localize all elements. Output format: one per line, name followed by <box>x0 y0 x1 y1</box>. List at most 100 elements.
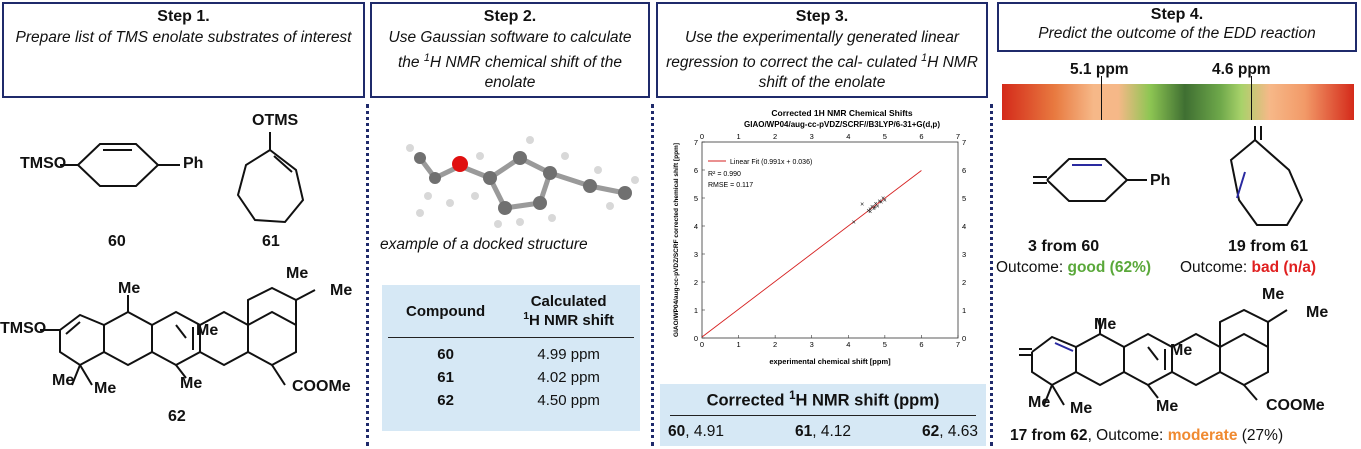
y-tick-left: 2 <box>694 278 698 287</box>
me-label-17-e: Me <box>1028 394 1051 411</box>
coome-label-62: COOMe <box>292 378 351 395</box>
me-label-62-a: Me <box>286 265 309 282</box>
compound-number-61: 61 <box>262 233 280 250</box>
x-tick-top: 1 <box>736 132 740 141</box>
data-point: × <box>868 207 872 214</box>
data-point: × <box>881 196 885 203</box>
step3-box: Step 3. Use the experimentally generated… <box>656 2 988 98</box>
table-row: 62 4.50 ppm <box>437 392 600 409</box>
x-tick-bottom: 1 <box>736 340 740 349</box>
outcome-bad: bad (n/a) <box>1251 259 1317 276</box>
me-label-62-c: Me <box>118 280 141 297</box>
me-label-17-g: Me <box>1156 398 1179 415</box>
table-row: 61 4.02 ppm <box>437 369 600 386</box>
marker-label-5-1: 5.1 ppm <box>1070 61 1129 78</box>
me-label-17-a: Me <box>1262 286 1285 303</box>
x-axis-label: experimental chemical shift [ppm] <box>769 357 891 366</box>
step2-box: Step 2. Use Gaussian software to calcula… <box>370 2 650 98</box>
y-tick-left: 1 <box>694 306 698 315</box>
marker-label-4-6: 4.6 ppm <box>1212 61 1271 78</box>
r-squared-label: R² = 0.990 <box>708 171 741 178</box>
y-tick-right: 4 <box>962 222 966 231</box>
y-tick-right: 5 <box>962 194 966 203</box>
rmse-label: RMSE = 0.117 <box>708 182 753 189</box>
x-tick-bottom: 2 <box>773 340 777 349</box>
corrected-shift-title: Corrected 1H NMR shift (ppm) <box>670 390 976 416</box>
chart-title: Corrected 1H NMR Chemical Shifts <box>771 108 912 118</box>
step1-box: Step 1. Prepare list of TMS enolate subs… <box>2 2 365 98</box>
nmr-scatter-chart: Corrected 1H NMR Chemical Shifts GIAO/WP… <box>673 108 966 366</box>
me-label-17-c: Me <box>1094 316 1117 333</box>
product19-label: 19 from 61 <box>1228 238 1309 255</box>
me-label-17-f: Me <box>1070 400 1093 417</box>
step3-title: Step 3. <box>795 8 849 25</box>
legend-label: Linear Fit (0.991x + 0.036) <box>730 159 812 166</box>
step4-box: Step 4. Predict the outcome of the EDD r… <box>997 2 1357 52</box>
plot-area <box>701 141 959 339</box>
otms-label-61: OTMS <box>252 112 299 129</box>
y-tick-left: 6 <box>694 166 698 175</box>
y-tick-right: 7 <box>962 138 966 147</box>
outcome-moderate: moderate <box>1167 427 1238 444</box>
corrected-shift-panel: Corrected 1H NMR shift (ppm) 60, 4.91 61… <box>660 384 986 446</box>
step2-desc: Use Gaussian software to calculate the 1… <box>388 29 632 92</box>
y-tick-right: 3 <box>962 250 966 259</box>
outcome-gradient-bar <box>1002 84 1354 120</box>
x-tick-top: 2 <box>773 132 777 141</box>
product3-label: 3 from 60 <box>1028 238 1100 255</box>
outcome-product17: 17 from 62, Outcome: moderate (27%) <box>1010 427 1284 444</box>
me-label-17-b: Me <box>1306 304 1329 321</box>
y-axis-label: GIAO/WP04/aug-cc-pVDZ/SCRF corrected che… <box>673 143 680 337</box>
table-header-compound: Compound <box>388 289 504 338</box>
y-tick-left: 0 <box>694 334 698 343</box>
x-tick-bottom: 0 <box>700 340 704 349</box>
x-tick-bottom: 3 <box>810 340 814 349</box>
x-tick-top: 7 <box>956 132 960 141</box>
x-tick-top: 3 <box>810 132 814 141</box>
y-tick-left: 4 <box>694 222 698 231</box>
data-point: × <box>866 208 870 215</box>
y-tick-right: 0 <box>962 334 966 343</box>
compound-number-60: 60 <box>108 233 126 250</box>
x-tick-top: 6 <box>919 132 923 141</box>
marker-line-4-6 <box>1251 76 1252 120</box>
step4-desc: Predict the outcome of the EDD reaction <box>1038 25 1316 42</box>
corrected-value-60: 60, 4.91 <box>668 422 725 440</box>
data-point: × <box>873 204 877 211</box>
x-tick-top: 0 <box>700 132 704 141</box>
data-point: × <box>860 202 864 209</box>
table-row: 60 4.99 ppm <box>437 346 600 363</box>
ph-label-60: Ph <box>183 155 204 172</box>
y-tick-left: 3 <box>694 250 698 259</box>
step4-structures <box>1019 126 1304 406</box>
chart-subtitle: GIAO/WP04/aug-cc-pVDZ/SCRF//B3LYP/6-31+G… <box>744 120 940 129</box>
outcome-product19: Outcome: bad (n/a) <box>1180 259 1317 276</box>
step2-title: Step 2. <box>483 8 537 25</box>
table-header-calc: Calculated 1H NMR shift <box>503 289 634 338</box>
tmso-label-60: TMSO <box>20 155 67 172</box>
data-point: × <box>872 206 876 213</box>
coome-label-17: COOMe <box>1266 397 1325 414</box>
docked-structure-image <box>406 136 639 228</box>
step1-title: Step 1. <box>157 8 210 25</box>
ph-label-product3: Ph <box>1150 172 1171 189</box>
me-label-62-g: Me <box>180 375 203 392</box>
separator-3 <box>990 104 993 446</box>
x-tick-bottom: 7 <box>956 340 960 349</box>
data-point: × <box>877 198 881 205</box>
data-point: × <box>868 209 872 216</box>
step3-desc: Use the experimentally generated linear … <box>666 29 978 92</box>
data-point: × <box>874 201 878 208</box>
separator-2 <box>651 104 654 446</box>
y-tick-left: 5 <box>694 194 698 203</box>
me-label-62-e: Me <box>52 372 75 389</box>
corrected-value-61: 61, 4.12 <box>794 422 852 440</box>
x-tick-bottom: 5 <box>883 340 887 349</box>
x-tick-top: 5 <box>883 132 887 141</box>
x-tick-top: 4 <box>846 132 850 141</box>
data-point: × <box>875 203 879 210</box>
outcome-product3: Outcome: good (62%) <box>996 259 1152 276</box>
tmso-label-62: TMSO <box>0 320 47 337</box>
y-tick-right: 6 <box>962 166 966 175</box>
data-point: × <box>852 219 856 226</box>
